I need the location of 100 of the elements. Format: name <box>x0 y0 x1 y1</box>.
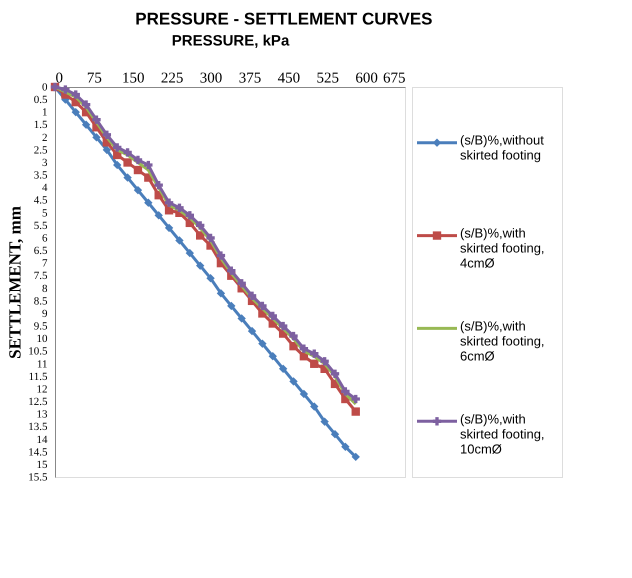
point <box>310 402 318 411</box>
y-tick-label: 11.5 <box>28 370 48 383</box>
point <box>268 312 277 320</box>
point <box>92 133 101 142</box>
x-tick-label: 225 <box>160 70 184 86</box>
x-tick-label: 150 <box>122 70 145 86</box>
y-tick-label: 3 <box>42 156 48 169</box>
y-tick-label: 8.5 <box>34 295 48 308</box>
point <box>102 130 112 139</box>
y-tick-label: 2 <box>42 132 48 144</box>
point <box>216 289 226 298</box>
x-axis-title: PRESSURE, kPa <box>172 32 290 50</box>
point <box>206 274 215 282</box>
point <box>175 204 184 212</box>
point <box>164 198 174 207</box>
point <box>320 357 329 366</box>
y-tick-label: 5 <box>42 207 48 220</box>
point <box>102 146 112 154</box>
point <box>144 198 153 207</box>
x-tick-label: 300 <box>200 70 222 86</box>
point <box>164 224 174 232</box>
point <box>144 160 153 170</box>
point <box>72 108 80 116</box>
point <box>175 236 184 245</box>
point <box>300 344 308 353</box>
legend-label: (s/B)%,with skirted footing, 10cmØ <box>460 411 545 456</box>
point <box>186 248 194 258</box>
point <box>123 173 132 182</box>
y-tick-label: 12.5 <box>28 396 48 408</box>
point <box>330 370 340 378</box>
point <box>258 302 267 310</box>
y-axis-title: SETTLEMENT, mm <box>5 206 24 359</box>
point <box>134 166 142 174</box>
x-tick-label: 375 <box>238 70 262 86</box>
point <box>227 302 236 310</box>
y-tick-label: 0.5 <box>34 94 48 106</box>
point <box>216 251 226 260</box>
x-tick-label: 675 <box>383 70 406 86</box>
point <box>196 221 204 230</box>
point <box>289 332 298 340</box>
point <box>61 85 70 94</box>
point <box>352 452 360 462</box>
y-tick-label: 6 <box>42 232 48 244</box>
y-tick-label: 4.5 <box>34 194 48 207</box>
point <box>237 279 246 288</box>
y-tick-label: 14.5 <box>28 446 48 458</box>
point <box>92 116 101 124</box>
legend-label: (s/B)%,with skirted footing, 4cmØ <box>460 226 545 271</box>
point <box>341 442 350 451</box>
y-tick-label: 9 <box>42 308 48 320</box>
y-tick-label: 1 <box>42 106 48 119</box>
y-tick-label: 3.5 <box>34 170 48 182</box>
point <box>186 211 194 220</box>
point <box>300 390 308 398</box>
y-tick-label: 15 <box>36 458 48 471</box>
point <box>196 261 204 270</box>
point <box>278 364 288 373</box>
point <box>352 407 360 416</box>
point <box>268 352 277 360</box>
y-tick-label: 6.5 <box>34 245 48 258</box>
point <box>278 322 288 330</box>
x-tick-label: 75 <box>86 70 102 86</box>
x-tick-label: 600 <box>355 70 378 86</box>
point <box>123 158 132 167</box>
point <box>310 350 318 358</box>
point <box>258 339 267 348</box>
point <box>82 100 90 109</box>
legend-label: (s/B)%,without skirted footing <box>460 132 544 163</box>
y-tick-label: 7 <box>42 258 48 270</box>
legend-label: (s/B)%,with skirted footing, 6cmØ <box>460 318 545 364</box>
y-tick-label: 4 <box>42 182 48 194</box>
y-tick-label: 8 <box>42 282 48 295</box>
y-tick-label: 9.5 <box>34 320 48 333</box>
y-tick-label: 14 <box>36 434 48 446</box>
point <box>341 387 350 396</box>
point <box>123 148 132 157</box>
y-tick-label: 12 <box>36 383 48 396</box>
y-tick-label: 7.5 <box>34 270 48 282</box>
y-tick-label: 2.5 <box>34 144 48 156</box>
point <box>248 326 256 336</box>
y-tick-label: 13.5 <box>28 421 48 434</box>
point <box>248 292 256 300</box>
point <box>310 360 318 368</box>
y-tick-label: 10.5 <box>28 346 48 358</box>
point <box>113 160 122 170</box>
y-tick-label: 11 <box>36 358 48 370</box>
point <box>320 417 329 426</box>
chart-title: PRESSURE - SETTLEMENT CURVES <box>135 10 432 28</box>
x-tick-label: 0 <box>56 70 63 86</box>
point <box>134 186 142 194</box>
point <box>113 143 122 152</box>
x-tick-label: 450 <box>278 70 300 86</box>
point <box>72 90 80 99</box>
point <box>154 211 163 220</box>
point <box>330 430 340 438</box>
point <box>289 377 298 386</box>
point <box>154 180 163 190</box>
y-tick-label: 10 <box>36 333 48 346</box>
point <box>227 266 236 275</box>
y-tick-label: 5.5 <box>34 220 48 232</box>
